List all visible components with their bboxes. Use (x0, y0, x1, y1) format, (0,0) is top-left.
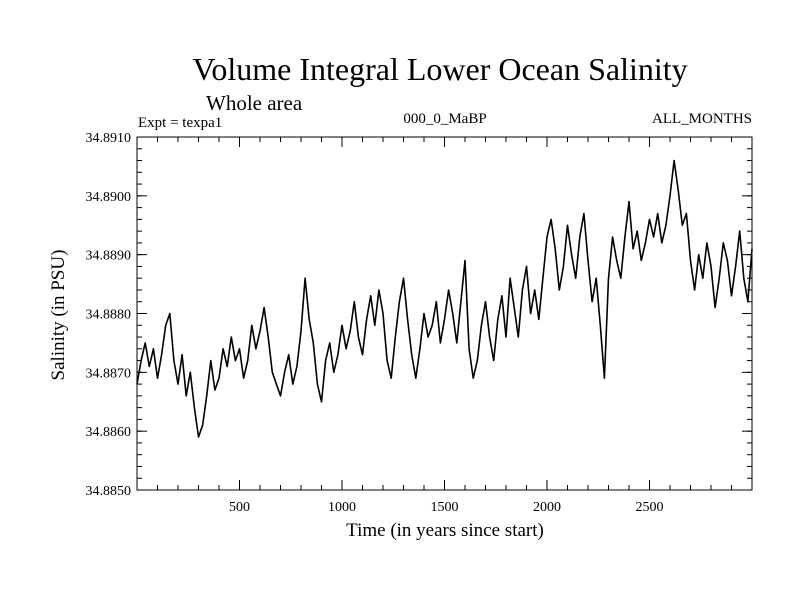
annotation-months: ALL_MONTHS (652, 111, 752, 127)
x-tick-label: 2500 (636, 500, 664, 515)
annotation-experiment: Expt = texpa1 (138, 115, 222, 131)
y-axis-label: Salinity (in PSU) (48, 250, 69, 381)
series-line (136, 159, 753, 438)
chart-title: Volume Integral Lower Ocean Salinity (192, 51, 687, 87)
chart-subtitle: Whole area (206, 91, 303, 115)
y-tick-label: 34.8910 (86, 131, 132, 146)
y-tick-label: 34.8850 (86, 484, 132, 499)
x-tick-label: 1500 (431, 500, 459, 515)
plot-area: 500 1000 1500 2000 2500 34.8850 34.8860 34.8870… (86, 131, 753, 515)
y-tick-label: 34.8870 (86, 366, 132, 381)
x-axis-label: Time (in years since start) (346, 520, 544, 541)
y-tick-label: 34.8860 (86, 425, 132, 440)
x-tick-label: 500 (229, 500, 250, 515)
y-tick-label: 34.8890 (86, 249, 132, 264)
y-tick-label: 34.8900 (86, 190, 132, 205)
plot-frame (136, 136, 753, 491)
x-tick-label: 2000 (533, 500, 561, 515)
annotation-period: 000_0_MaBP (403, 111, 486, 127)
x-tick-label: 1000 (328, 500, 356, 515)
y-tick-label: 34.8880 (86, 308, 132, 323)
